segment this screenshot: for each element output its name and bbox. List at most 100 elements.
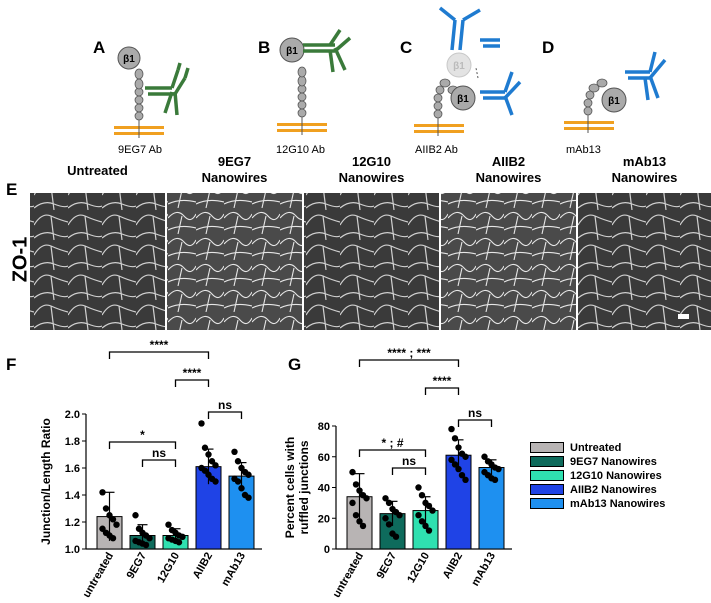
data-point [363, 495, 370, 502]
x-tick-label-untreated: untreated [81, 551, 116, 600]
col-head-untreated: Untreated [30, 163, 165, 179]
schematic-b: β1 [277, 29, 352, 135]
data-point [238, 485, 245, 492]
data-point [396, 511, 403, 519]
panel-letter-d: D [542, 38, 555, 57]
data-point [359, 522, 367, 530]
label-12g10-ab: 12G10 Ab [276, 144, 325, 156]
panel-letter-b: B [258, 38, 271, 57]
data-point [462, 453, 469, 460]
data-point [495, 465, 502, 473]
data-point [349, 468, 356, 476]
data-point [385, 521, 393, 528]
micrograph-9eg7 [167, 193, 302, 330]
legend-9eg7: 9EG7 Nanowires [530, 455, 657, 468]
data-point [448, 456, 455, 464]
data-point [231, 448, 238, 455]
panel-letter-f: F [6, 355, 16, 374]
significance-bracket [141, 459, 177, 467]
x-tick-label-untreated: untreated [331, 551, 366, 600]
legend-12g10: 12G10 Nanowires [530, 469, 662, 482]
legend-label-mab13: mAb13 Nanowires [570, 497, 666, 510]
y-tick-label: 2.0 [65, 409, 80, 421]
significance-label: **** [150, 338, 169, 352]
significance-bracket [174, 379, 210, 387]
data-point [146, 535, 153, 542]
significance-label: ns [468, 406, 482, 420]
y-tick-label: 40 [318, 483, 330, 495]
y-axis-label-f: Junction/Length Ratio [39, 418, 53, 545]
beta1-label-b: β1 [286, 46, 298, 57]
data-point [349, 499, 356, 507]
y-axis-label-line2-g: ruffled junctions [297, 440, 311, 534]
legend-mab13: mAb13 Nanowires [530, 497, 665, 510]
data-point [415, 511, 422, 519]
schematic-c: β1 β1 [414, 6, 522, 136]
legend-aiib2: AIIB2 Nanowires [530, 483, 657, 496]
data-point [175, 539, 183, 546]
y-tick-label: 60 [318, 452, 330, 464]
data-point [458, 472, 466, 479]
x-tick-label-mab13: mAb13 [469, 551, 498, 589]
data-point [382, 515, 389, 522]
data-point [165, 521, 172, 528]
data-point [382, 495, 389, 502]
y-axis-label-line1-g: Percent cells with [283, 437, 297, 538]
legend-swatch-untreated [530, 442, 564, 453]
col-head-9eg7-line1: 9EG7 [217, 154, 252, 169]
schematic-d: β1 [564, 51, 667, 133]
data-point [245, 494, 252, 501]
y-tick-label: 80 [318, 421, 330, 433]
significance-bracket [108, 441, 177, 449]
col-head-aiib2-line2: Nanowires [475, 170, 542, 185]
panel-letter-a: A [93, 38, 106, 57]
col-head-aiib2-line1: AIIB2 [491, 154, 526, 169]
significance-bracket [108, 351, 210, 359]
legend-untreated: Untreated [530, 441, 621, 454]
data-point [418, 518, 426, 525]
y-tick-label: 1.2 [65, 517, 80, 529]
legend-swatch-aiib2 [530, 484, 564, 495]
data-point [352, 481, 360, 488]
data-point [245, 471, 252, 478]
label-mab13: mAb13 [566, 144, 601, 156]
data-point [352, 511, 360, 519]
y-tick-label: 0 [324, 544, 330, 556]
col-head-9eg7-line2: Nanowires [201, 170, 268, 185]
beta1-label-c: β1 [457, 94, 469, 105]
data-point [418, 491, 426, 499]
significance-bracket [358, 449, 427, 457]
data-point [356, 487, 363, 494]
legend-swatch-9eg7 [530, 456, 564, 467]
micrograph-12g10 [304, 193, 439, 330]
y-tick-label: 1.6 [65, 463, 80, 475]
micrograph-untreated [30, 193, 165, 330]
data-point [385, 499, 393, 507]
micrograph-mab13 [578, 193, 711, 330]
legend-label-9eg7: 9EG7 Nanowires [570, 455, 657, 468]
y-tick-label: 20 [318, 513, 330, 525]
legend-label-untreated: Untreated [570, 441, 622, 454]
y-tick-label: 1.0 [65, 544, 80, 556]
significance-bracket [391, 467, 427, 475]
x-tick-label-12g10: 12G10 [405, 551, 432, 586]
data-point [451, 435, 459, 442]
data-point [142, 541, 150, 549]
col-head-mab13-line2: Nanowires [611, 170, 678, 185]
significance-label: **** [183, 366, 202, 380]
legend-swatch-12g10 [530, 470, 564, 481]
data-point [455, 465, 462, 473]
data-point [212, 478, 219, 485]
x-tick-label-aiib2: AIIB2 [191, 551, 215, 581]
data-point [481, 453, 488, 460]
y-tick-label: 1.4 [65, 490, 81, 502]
legend-swatch-mab13 [530, 498, 564, 509]
data-point [455, 444, 462, 451]
col-head-12g10-line2: Nanowires [338, 170, 405, 185]
col-head-12g10: 12G10 Nanowires [304, 154, 439, 186]
data-point [429, 507, 436, 514]
micrograph-strip [30, 193, 711, 330]
col-head-aiib2: AIIB2 Nanowires [441, 154, 576, 186]
panel-letter-c: C [400, 38, 413, 57]
